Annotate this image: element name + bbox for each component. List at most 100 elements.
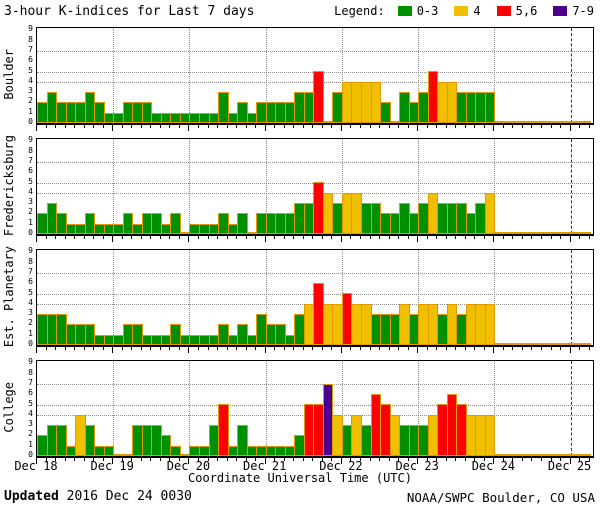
panel-boulder (36, 27, 594, 125)
axis-tick (150, 458, 151, 461)
axis-tick (312, 236, 313, 239)
axis-tick (484, 347, 485, 350)
axis-tick (84, 125, 85, 128)
axis-tick (169, 347, 170, 350)
axis-tick (65, 458, 66, 461)
k-index-bar (132, 324, 143, 345)
y-axis-tick-label: 2 (28, 207, 33, 217)
x-axis-label: Dec 22 (319, 459, 363, 473)
k-index-bar (123, 213, 133, 234)
axis-tick (560, 347, 561, 350)
axis-tick (370, 458, 371, 461)
axis-tick (474, 458, 475, 461)
axis-tick (455, 125, 456, 128)
day-gridline (341, 361, 343, 456)
axis-tick (227, 458, 228, 461)
axis-tick (141, 236, 142, 239)
legend-swatch-icon (454, 6, 469, 16)
axis-tick (341, 236, 342, 242)
axis-tick (55, 125, 56, 128)
axis-tick (84, 458, 85, 461)
axis-tick (255, 458, 256, 461)
axis-tick (74, 236, 75, 239)
axis-tick (141, 125, 142, 128)
axis-tick (331, 125, 332, 128)
legend-item: 5,6 (496, 4, 537, 18)
k-index-bar (218, 213, 229, 234)
axis-tick (398, 458, 399, 461)
axis-tick (303, 125, 304, 128)
axis-tick (360, 347, 361, 350)
chart-title: 3-hour K-indices for Last 7 days (4, 4, 255, 19)
axis-tick (455, 458, 456, 461)
axis-tick (236, 458, 237, 461)
plot-end-gridline (570, 28, 572, 123)
y-axis-tick-label: 3 (28, 419, 33, 429)
axis-tick (46, 347, 47, 350)
axis-tick (274, 458, 275, 461)
axis-tick (303, 236, 304, 239)
axis-tick (55, 236, 56, 239)
axis-tick (65, 347, 66, 350)
axis-tick (255, 125, 256, 128)
k-index-bar (218, 324, 229, 345)
axis-tick (188, 458, 189, 464)
axis-tick (179, 347, 180, 350)
station-label-boulder: Boulder (1, 27, 17, 122)
updated-text: Updated 2016 Dec 24 0030 (4, 489, 192, 504)
axis-tick (36, 125, 37, 131)
axis-tick (46, 125, 47, 128)
axis-tick (465, 125, 466, 128)
axis-tick (322, 125, 323, 128)
day-gridline (265, 361, 267, 456)
axis-tick (74, 125, 75, 128)
axis-tick (512, 347, 513, 350)
axis-tick (236, 347, 237, 350)
axis-tick (379, 347, 380, 350)
axis-tick (103, 347, 104, 350)
axis-tick (36, 236, 37, 242)
y-axis-tick-label: 6 (28, 55, 33, 65)
axis-tick (74, 458, 75, 461)
day-gridline (418, 28, 420, 123)
axis-tick (103, 236, 104, 239)
axis-tick (274, 125, 275, 128)
plot-end-gridline (570, 139, 572, 234)
axis-tick (341, 347, 342, 353)
axis-tick (46, 236, 47, 239)
axis-tick (198, 125, 199, 128)
k-index-bar (56, 425, 67, 456)
axis-tick (312, 347, 313, 350)
updated-value: 2016 Dec 24 0030 (58, 489, 192, 504)
axis-tick (570, 347, 571, 353)
legend-item: 4 (454, 4, 481, 18)
day-gridline (189, 139, 191, 234)
axis-tick (131, 125, 132, 128)
axis-tick (493, 458, 494, 464)
axis-tick (179, 236, 180, 239)
k-index-bar (485, 92, 495, 123)
axis-tick (274, 347, 275, 350)
axis-tick (293, 125, 294, 128)
y-axis-tick-label: 7 (28, 155, 33, 165)
y-axis-tick-label: 8 (28, 34, 33, 44)
station-label-text: Est. Planetary (2, 245, 16, 348)
axis-tick (217, 458, 218, 461)
day-gridline (113, 361, 115, 456)
axis-tick (74, 347, 75, 350)
axis-tick (293, 458, 294, 461)
axis-tick (198, 458, 199, 461)
day-gridline (265, 250, 267, 345)
axis-tick (503, 347, 504, 350)
axis-tick (122, 347, 123, 350)
axis-tick (246, 125, 247, 128)
axis-tick (379, 236, 380, 239)
axis-tick (493, 125, 494, 131)
y-axis-tick-label: 3 (28, 197, 33, 207)
legend-item-label: 7-9 (572, 4, 594, 18)
axis-tick (350, 125, 351, 128)
axis-tick (93, 125, 94, 128)
axis-tick (579, 236, 580, 239)
y-axis-tick-label: 4 (28, 297, 33, 307)
y-axis-tick-label: 0 (28, 228, 33, 237)
